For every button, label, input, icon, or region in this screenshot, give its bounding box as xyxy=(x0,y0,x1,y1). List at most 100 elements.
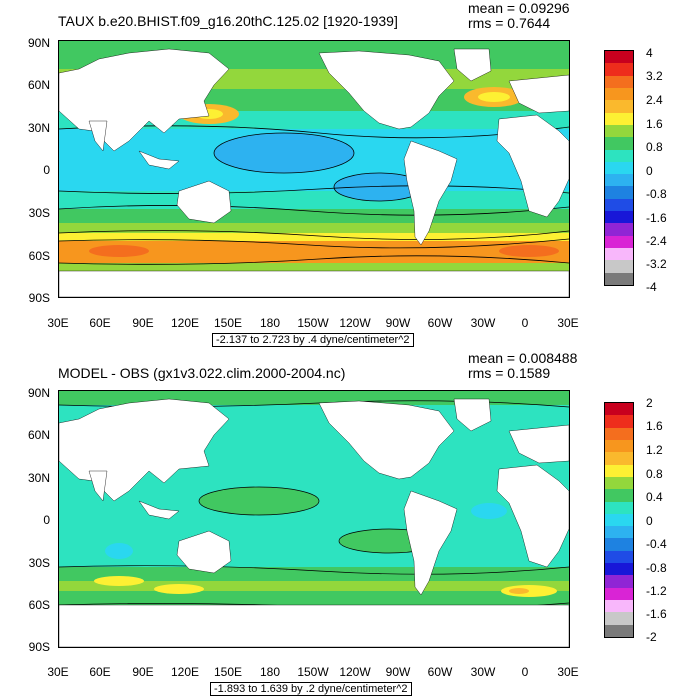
colorbar-cell xyxy=(605,452,633,465)
colorbar-cell xyxy=(605,100,633,113)
lon-label: 30E xyxy=(47,316,69,330)
colorbar-cell xyxy=(605,223,633,236)
colorbar-label: 0.4 xyxy=(646,490,663,504)
lon-label: 30W xyxy=(470,316,496,330)
colorbar-cell xyxy=(605,624,633,637)
colorbar-cell xyxy=(605,161,633,175)
colorbar-cell xyxy=(605,538,633,551)
colorbar-label: 2.4 xyxy=(646,93,663,107)
lat-label: 60N xyxy=(27,78,50,92)
lon-label: 90E xyxy=(132,316,154,330)
colorbar-label: 1.6 xyxy=(646,419,663,433)
colorbar-label: 0.8 xyxy=(646,140,663,154)
colorbar-label: 4 xyxy=(646,46,653,60)
colorbar-cell xyxy=(605,248,633,261)
colorbar-label: -1.6 xyxy=(646,211,667,225)
colorbar-cell xyxy=(605,403,633,416)
lat-label: 90S xyxy=(28,291,50,305)
lon-label: 120E xyxy=(170,316,200,330)
colorbar-cell xyxy=(605,149,633,162)
contour-range-label: -1.893 to 1.639 by .2 dyne/centimeter^2 xyxy=(210,682,412,696)
lon-label: 90W xyxy=(385,316,411,330)
colorbar-label: 2 xyxy=(646,396,653,410)
lon-label: 120W xyxy=(339,316,371,330)
lat-label: 60S xyxy=(28,598,50,612)
colorbar xyxy=(604,402,634,638)
panel-title: TAUX b.e20.BHIST.f09_g16.20thC.125.02 [1… xyxy=(58,13,398,29)
lat-label: 60N xyxy=(27,428,50,442)
lat-label: 90N xyxy=(27,36,50,50)
colorbar-cell xyxy=(605,550,633,564)
lon-label: 180 xyxy=(259,665,281,679)
lat-label: 0 xyxy=(43,163,50,177)
colorbar-label: 1.2 xyxy=(646,443,663,457)
colorbar-cell xyxy=(605,563,633,576)
lon-label: 150W xyxy=(297,316,329,330)
colorbar-cell xyxy=(605,174,633,187)
colorbar-cell xyxy=(605,211,633,224)
colorbar-label: -2 xyxy=(646,630,657,644)
lon-label: 30E xyxy=(557,665,579,679)
lon-label: 90E xyxy=(132,665,154,679)
lat-label: 90S xyxy=(28,640,50,654)
colorbar-cell xyxy=(605,600,633,613)
colorbar-label: -2.4 xyxy=(646,234,667,248)
panel-title: MODEL - OBS (gx1v3.022.clim.2000-2004.nc… xyxy=(58,365,346,381)
lon-label: 30E xyxy=(557,316,579,330)
colorbar xyxy=(604,50,634,286)
colorbar-cell xyxy=(605,87,633,101)
colorbar-cell xyxy=(605,260,633,273)
colorbar-cell xyxy=(605,198,633,212)
rms-value: rms = 0.7644 xyxy=(468,15,551,31)
colorbar-label: 1.6 xyxy=(646,117,663,131)
lat-label: 30S xyxy=(28,206,50,220)
colorbar-label: 3.2 xyxy=(646,69,663,83)
lon-label: 60E xyxy=(89,665,111,679)
colorbar-label: 0 xyxy=(646,514,653,528)
mean-value: mean = 0.008488 xyxy=(468,350,578,366)
colorbar-cell xyxy=(605,75,633,88)
colorbar-cell xyxy=(605,415,633,428)
colorbar-cell xyxy=(605,526,633,539)
colorbar-cell xyxy=(605,439,633,453)
lat-label: 30N xyxy=(27,121,50,135)
colorbar-label: -0.8 xyxy=(646,187,667,201)
colorbar-cell xyxy=(605,489,633,502)
colorbar-label: -3.2 xyxy=(646,257,667,271)
colorbar-cell xyxy=(605,464,633,477)
colorbar-cell xyxy=(605,513,633,527)
colorbar-label: -0.8 xyxy=(646,561,667,575)
lat-label: 30N xyxy=(27,471,50,485)
model-obs-map xyxy=(58,390,570,648)
lon-label: 30E xyxy=(47,665,69,679)
colorbar-label: -0.4 xyxy=(646,537,667,551)
lat-label: 60S xyxy=(28,249,50,263)
lon-label: 90W xyxy=(385,665,411,679)
lon-label: 60W xyxy=(427,316,453,330)
lon-label: 150E xyxy=(213,665,243,679)
colorbar-cell xyxy=(605,587,633,600)
lon-label: 150W xyxy=(297,665,329,679)
lon-label: 30W xyxy=(470,665,496,679)
mean-value: mean = 0.09296 xyxy=(468,0,570,16)
colorbar-cell xyxy=(605,272,633,285)
colorbar-label: -4 xyxy=(646,280,657,294)
colorbar-cell xyxy=(605,235,633,248)
lon-label: 120W xyxy=(339,665,371,679)
colorbar-cell xyxy=(605,612,633,625)
colorbar-label: 0 xyxy=(646,164,653,178)
colorbar-cell xyxy=(605,63,633,76)
colorbar-label: -1.2 xyxy=(646,584,667,598)
lon-label: 60E xyxy=(89,316,111,330)
lon-label: 0 xyxy=(521,316,529,330)
lon-label: 0 xyxy=(521,665,529,679)
lon-label: 180 xyxy=(259,316,281,330)
taux-map xyxy=(58,40,570,298)
colorbar-label: 0.8 xyxy=(646,467,663,481)
lon-label: 150E xyxy=(213,316,243,330)
colorbar-label: -1.6 xyxy=(646,607,667,621)
lat-label: 30S xyxy=(28,556,50,570)
colorbar-cell xyxy=(605,575,633,588)
colorbar-cell xyxy=(605,501,633,514)
colorbar-cell xyxy=(605,186,633,199)
